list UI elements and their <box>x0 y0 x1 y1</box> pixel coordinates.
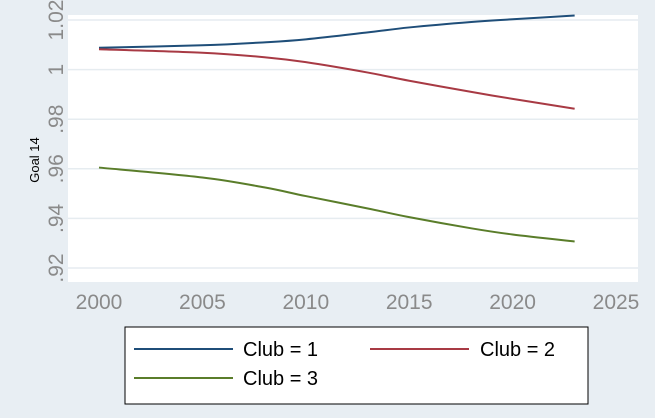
gridlines <box>68 19 638 269</box>
y-tick-label: .92 <box>45 253 68 282</box>
y-tick-label: 1 <box>45 64 68 76</box>
plot-area <box>68 15 638 282</box>
x-axis: 2000 2005 2010 2015 2020 2025 <box>76 291 640 314</box>
y-axis: 1.02 1 .98 .96 .94 .92 <box>45 0 68 283</box>
y-tick-label: .98 <box>45 105 68 134</box>
y-tick-label: .94 <box>45 203 68 233</box>
series-line-club-1 <box>98 14 575 49</box>
series-line-club-3 <box>98 166 575 243</box>
x-tick-label: 2020 <box>489 291 536 314</box>
y-tick-label: 1.02 <box>45 0 68 40</box>
legend-box <box>124 326 589 405</box>
series-lines <box>98 14 575 243</box>
series-line-club-2 <box>98 48 575 110</box>
x-tick-label: 2000 <box>76 291 123 314</box>
y-axis-title: Goal 14 <box>27 137 42 183</box>
legend: Club = 1 Club = 2 Club = 3 <box>124 326 589 405</box>
x-tick-label: 2025 <box>593 291 640 314</box>
x-tick-label: 2005 <box>179 291 226 314</box>
legend-label-club-1: Club = 1 <box>243 339 318 361</box>
legend-label-club-2: Club = 2 <box>480 339 555 361</box>
x-tick-label: 2010 <box>282 291 329 314</box>
x-tick-label: 2015 <box>386 291 433 314</box>
legend-label-club-3: Club = 3 <box>243 368 318 390</box>
y-tick-label: .96 <box>45 154 68 183</box>
